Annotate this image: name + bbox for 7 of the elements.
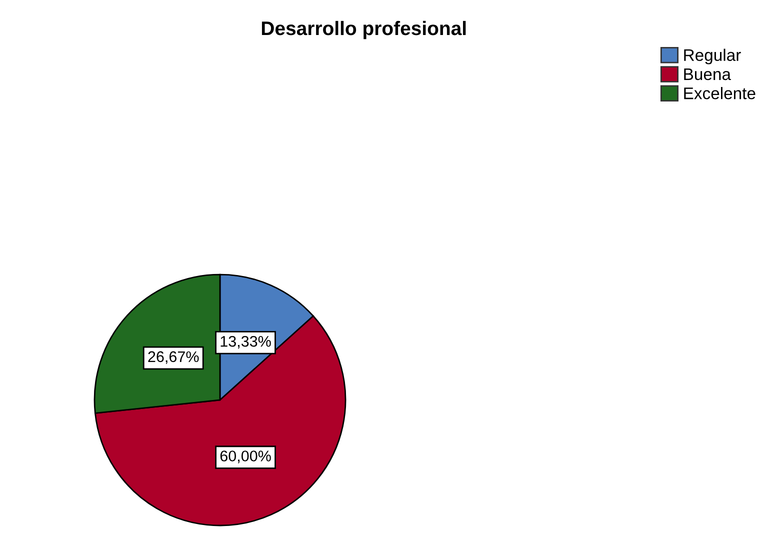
- legend-label: Regular: [684, 48, 741, 64]
- data-label: 60,00%: [220, 450, 271, 464]
- legend-label: Buena: [684, 68, 731, 80]
- legend-label: Excelente: [684, 87, 756, 100]
- chart-title: Desarrollo profesional: [262, 20, 466, 40]
- data-label: 26,67%: [148, 351, 199, 364]
- data-label: 13,33%: [220, 336, 271, 349]
